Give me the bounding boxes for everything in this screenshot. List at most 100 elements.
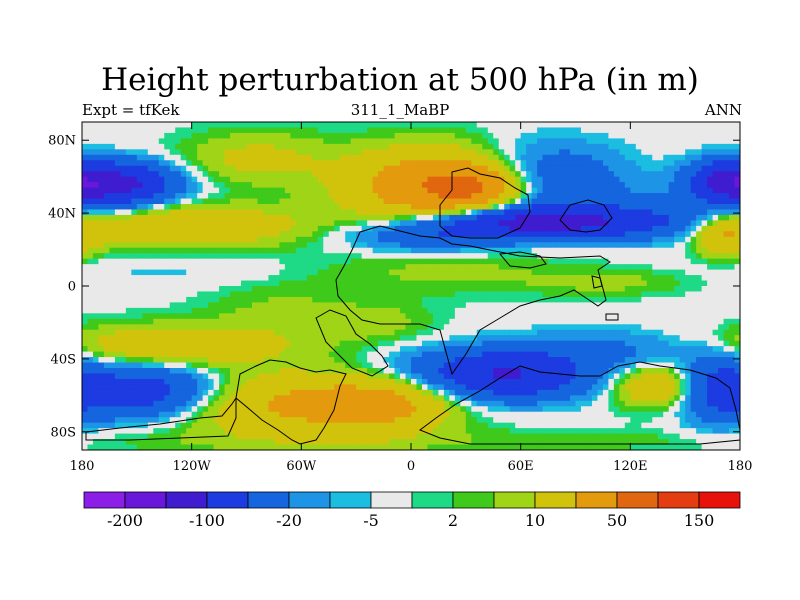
field-cell [701, 220, 708, 227]
field-cell [454, 236, 461, 243]
field-cell [301, 171, 308, 178]
field-cell [421, 198, 428, 205]
field-cell [339, 165, 346, 172]
field-cell [586, 198, 593, 205]
field-cell [246, 214, 253, 221]
field-cell [394, 247, 401, 254]
field-cell [301, 335, 308, 342]
field-cell [191, 313, 198, 320]
field-cell [208, 318, 214, 325]
field-cell [504, 286, 511, 292]
field-cell [537, 258, 543, 265]
field-cell [729, 204, 735, 210]
field-cell [465, 247, 472, 254]
field-cell [213, 204, 220, 210]
field-cell [696, 307, 703, 314]
field-cell [273, 138, 280, 145]
field-cell [591, 291, 598, 298]
field-cell [367, 176, 374, 183]
field-cell [454, 307, 461, 314]
field-cell [241, 204, 247, 210]
field-cell [465, 313, 472, 320]
field-cell [559, 335, 565, 342]
field-cell [328, 182, 335, 188]
field-cell [646, 340, 653, 347]
field-cell [537, 127, 543, 134]
field-cell [635, 165, 642, 172]
field-cell [208, 329, 214, 336]
field-cell [213, 307, 220, 314]
field-cell [405, 187, 412, 194]
field-cell [251, 286, 258, 292]
field-cell [690, 264, 697, 270]
field-cell [131, 236, 138, 243]
field-cell [553, 132, 560, 139]
field-cell [197, 340, 204, 347]
field-cell [87, 313, 94, 320]
field-cell [114, 286, 121, 292]
field-cell [487, 340, 494, 347]
field-cell [674, 247, 681, 254]
field-cell [520, 269, 527, 276]
field-cell [350, 275, 357, 281]
field-cell [498, 296, 505, 303]
field-cell [575, 242, 582, 249]
field-cell [652, 198, 659, 205]
field-cell [471, 269, 478, 276]
field-cell [498, 132, 505, 139]
field-cell [707, 307, 713, 314]
field-cell [273, 253, 280, 260]
field-cell [411, 313, 417, 320]
field-cell [136, 204, 143, 210]
field-cell [125, 307, 132, 314]
field-cell [279, 209, 286, 216]
field-cell [493, 236, 500, 243]
field-cell [624, 242, 631, 249]
field-cell [690, 154, 697, 161]
field-cell [696, 318, 703, 325]
field-cell [284, 275, 291, 281]
field-cell [526, 286, 533, 292]
field-cell [635, 160, 642, 167]
field-cell [82, 193, 88, 199]
field-cell [465, 171, 472, 178]
field-cell [268, 165, 275, 172]
field-cell [158, 214, 165, 221]
field-cell [580, 138, 587, 145]
field-cell [520, 176, 527, 183]
field-cell [109, 182, 116, 188]
field-cell [652, 253, 659, 260]
field-cell [696, 231, 703, 238]
field-cell [723, 236, 730, 243]
field-cell [575, 225, 582, 232]
field-cell [416, 122, 423, 128]
field-cell [230, 291, 236, 298]
field-cell [356, 269, 363, 276]
field-cell [509, 154, 516, 161]
field-cell [668, 149, 675, 156]
field-cell [180, 165, 187, 172]
field-cell [712, 187, 719, 194]
field-cell [482, 231, 489, 238]
field-cell [230, 220, 236, 227]
field-cell [87, 329, 94, 336]
field-cell [663, 214, 670, 221]
field-cell [306, 193, 313, 199]
field-cell [103, 154, 110, 161]
field-cell [504, 335, 511, 342]
field-cell [202, 187, 209, 194]
field-cell [191, 176, 198, 183]
field-cell [383, 165, 390, 172]
field-cell [323, 302, 330, 309]
field-cell [131, 149, 138, 156]
field-cell [400, 220, 406, 227]
field-cell [723, 231, 730, 238]
field-cell [191, 253, 198, 260]
field-cell [591, 275, 598, 281]
field-cell [339, 231, 346, 238]
field-cell [290, 280, 297, 287]
field-cell [498, 313, 505, 320]
field-cell [82, 149, 88, 156]
field-cell [235, 204, 242, 210]
field-cell [290, 286, 297, 292]
